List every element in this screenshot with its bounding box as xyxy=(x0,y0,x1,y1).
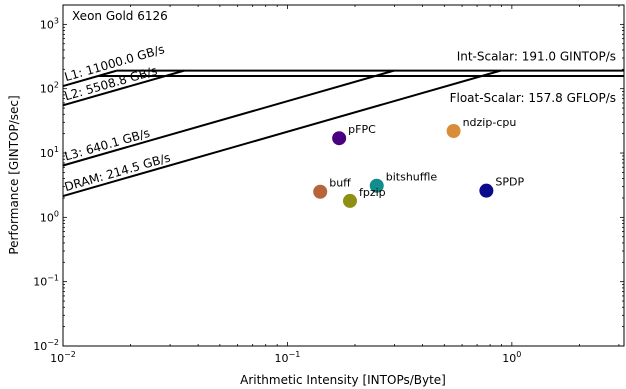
data-point-buff xyxy=(313,184,328,199)
x-tick-label: 10−1 xyxy=(275,350,301,365)
point-label: fpzip xyxy=(359,186,386,199)
x-tick-exponent: −2 xyxy=(64,350,76,359)
x-tick-exponent: 0 xyxy=(516,350,521,359)
ceiling-label: Int-Scalar: 191.0 GINTOP/s xyxy=(457,50,616,64)
y-tick-label: 102 xyxy=(40,81,59,96)
data-point-bitshuffle xyxy=(369,178,384,193)
bandwidth-line xyxy=(62,69,118,87)
plot-border xyxy=(62,4,625,347)
point-label: pFPC xyxy=(348,123,376,136)
x-tick-label: 10−2 xyxy=(50,350,76,365)
x-tick-label: 100 xyxy=(502,350,521,365)
bandwidth-line xyxy=(62,69,501,197)
point-label: bitshuffle xyxy=(386,171,438,184)
x-tick-base: 10 xyxy=(275,352,289,365)
y-tick-exponent: −1 xyxy=(47,274,59,283)
data-points: pFPC ndzip-cpu bitshuffle buff fpzip SPDP xyxy=(313,116,524,208)
chart-title: Xeon Gold 6126 xyxy=(72,9,168,23)
y-tick-base: 10 xyxy=(40,18,54,31)
plot-frame xyxy=(62,4,625,347)
ceiling-label: Float-Scalar: 157.8 GFLOP/s xyxy=(450,91,616,105)
roof-lines: L1: 11000.0 GB/sL2: 5508.8 GB/sL3: 640.1… xyxy=(62,42,624,197)
y-tick-exponent: 2 xyxy=(54,81,59,90)
y-tick-exponent: 3 xyxy=(54,16,59,25)
data-point-SPDP xyxy=(479,183,494,198)
x-tick-base: 10 xyxy=(50,352,64,365)
x-tick-exponent: −1 xyxy=(289,350,301,359)
y-tick-label: 10−2 xyxy=(33,338,59,353)
y-tick-label: 101 xyxy=(40,145,59,160)
x-tick-base: 10 xyxy=(502,352,516,365)
y-tick-base: 10 xyxy=(33,340,47,353)
y-tick-base: 10 xyxy=(40,211,54,224)
point-label: SPDP xyxy=(495,176,524,189)
y-axis-label: Performance [GINTOP/sec] xyxy=(7,95,21,254)
data-point-ndzip-cpu xyxy=(446,123,461,138)
y-tick-label: 100 xyxy=(40,209,59,224)
y-tick-exponent: 0 xyxy=(54,209,59,218)
data-point-pFPC xyxy=(332,131,347,146)
y-tick-base: 10 xyxy=(40,83,54,96)
bandwidth-line xyxy=(62,69,395,167)
point-label: buff xyxy=(329,177,351,190)
x-axis-label: Arithmetic Intensity [INTOPs/Byte] xyxy=(240,373,446,387)
y-tick-exponent: −2 xyxy=(47,338,59,347)
data-point-fpzip xyxy=(342,193,357,208)
y-tick-exponent: 1 xyxy=(54,145,59,154)
y-tick-base: 10 xyxy=(40,147,54,160)
y-tick-base: 10 xyxy=(33,276,47,289)
y-tick-label: 10−1 xyxy=(33,274,59,289)
y-tick-label: 103 xyxy=(40,16,59,31)
point-label: ndzip-cpu xyxy=(463,116,517,129)
